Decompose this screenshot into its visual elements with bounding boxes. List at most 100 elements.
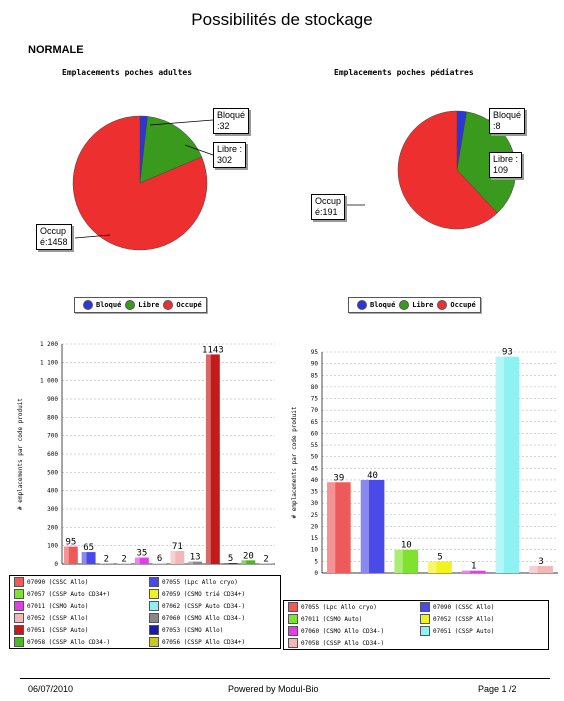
- legend-row: 07058 (CSSP Allo CD34-) 07056 (CSSP Allo …: [10, 636, 280, 648]
- legend-item: 07060 (CSMO Allo CD34-): [145, 613, 280, 623]
- legend-item: 07052 (CSSP Allo): [416, 614, 548, 624]
- bar-chart-adultes: 0 100 200 300 400 500 600 700 800 900 1 000 1 100 1 …: [17, 341, 275, 568]
- y-tick-label: 30: [311, 500, 319, 507]
- bar-highlight: [529, 566, 538, 573]
- legend-label: 07056 (CSSP Allo CD34+): [162, 638, 246, 646]
- legend-item: 07090 (CSSC Allo): [416, 602, 548, 612]
- y-tick-label: 90: [311, 361, 319, 368]
- y-tick-label: 1 000: [40, 378, 58, 385]
- bar-4: [461, 570, 486, 573]
- legend-swatch: [149, 613, 159, 623]
- legend-label: 07060 (CSMO Allo CD34-): [162, 614, 246, 622]
- bar-5: [495, 356, 520, 573]
- bar-value-label: 20: [243, 551, 254, 561]
- legend-item: 07059 (CSMO trié CD34+): [145, 589, 280, 599]
- legend-label: 07058 (CSSP Allo CD34-): [27, 638, 111, 646]
- pie-slice-2: [72, 115, 208, 251]
- bar-chart-pediatres: 05101520253035404550556065707580859095# …: [291, 348, 558, 575]
- legend-item: 07051 (CSSP Auto): [10, 625, 145, 635]
- legend-item: 07055 (Lpc Allo cryo): [145, 577, 280, 587]
- bar-highlight: [134, 557, 140, 564]
- bar-highlight: [63, 546, 69, 564]
- y-tick-label: 800: [47, 414, 58, 421]
- legend-item: 07053 (CSMO Allo): [145, 625, 280, 635]
- bar-value-label: 93: [502, 348, 513, 358]
- pie-pediatres-callout-occupe: Occup é:191: [311, 194, 346, 220]
- legend-row: 07058 (CSSP Allo CD34-): [284, 637, 548, 649]
- bar-value-label: 13: [190, 553, 201, 563]
- y-tick-label: 10: [311, 547, 319, 554]
- y-axis-label: # emplacements par code produit: [17, 398, 24, 510]
- bar-highlight: [495, 356, 504, 573]
- legend-swatch: [14, 637, 24, 647]
- legend-label: 07060 (CSMO Allo CD34-): [301, 627, 385, 635]
- pie-pediatres-callout-libre: Libre : 109: [489, 152, 523, 178]
- legend-label: Libre: [412, 301, 434, 309]
- pie-adultes-title: Emplacements poches adultes: [62, 68, 193, 77]
- bar-highlight: [327, 482, 336, 573]
- legend-item: 07011 (CSMO Auto): [284, 614, 416, 624]
- bar-highlight: [188, 561, 194, 564]
- bar-9: [223, 563, 238, 564]
- y-tick-label: 20: [311, 523, 319, 530]
- bar-value-label: 95: [65, 538, 76, 548]
- bar-0: [63, 546, 78, 564]
- y-tick-label: 700: [47, 433, 58, 440]
- bar-value-label: 65: [83, 543, 94, 553]
- legend-label: 07051 (CSSP Auto): [433, 627, 495, 635]
- pie-slice-2: [397, 110, 498, 230]
- y-tick-label: 40: [311, 477, 319, 484]
- legend-label: 07062 (CSSP Auto CD34-): [162, 602, 246, 610]
- pie-adultes-callout-occupe: Occup é:1458: [36, 224, 72, 250]
- y-tick-label: 25: [311, 512, 319, 519]
- legend-dot-occupe: [437, 300, 448, 310]
- legend-label: Bloqué: [96, 301, 122, 309]
- legend-label: 07090 (CSSC Allo): [433, 603, 495, 611]
- bar-6: [529, 566, 553, 573]
- legend-label: 07052 (CSSP Allo): [433, 615, 495, 623]
- legend-label: 07059 (CSMO trié CD34+): [162, 590, 246, 598]
- pie-adultes-chart: [72, 115, 208, 251]
- legend-swatch: [420, 602, 430, 612]
- pie-pediatres-title: Emplacements poches pédiatres: [334, 68, 474, 77]
- legend-label: 07011 (CSMO Auto): [27, 602, 89, 610]
- bar-highlight: [394, 549, 403, 573]
- y-tick-label: 200: [47, 524, 58, 531]
- legend-item: 07057 (CSSP Auto CD34+): [10, 589, 145, 599]
- legend-dot-libre: [399, 300, 410, 310]
- pie-pediatres-legend: Bloqué Libre Occupé: [348, 297, 481, 313]
- y-tick-label: 60: [311, 430, 319, 437]
- legend-swatch: [14, 625, 24, 635]
- bar-highlight: [241, 560, 247, 564]
- legend-label: 07055 (Lpc Allo cryo): [162, 578, 238, 586]
- pie-adultes-callout-libre: Libre : 302: [213, 142, 247, 168]
- y-tick-label: 95: [311, 349, 319, 356]
- legend-item: 07051 (CSSP Auto): [416, 626, 548, 636]
- bar-7: [188, 561, 203, 564]
- y-tick-label: 65: [311, 419, 319, 426]
- legend-swatch: [14, 589, 24, 599]
- y-tick-label: 35: [311, 489, 319, 496]
- y-tick-label: 15: [311, 535, 319, 542]
- y-tick-label: 400: [47, 488, 58, 495]
- legend-label: 07090 (CSSC Allo): [27, 578, 89, 586]
- bar-value-label: 10: [401, 541, 412, 551]
- bar-3: [428, 561, 452, 573]
- legend-row: 07057 (CSSP Auto CD34+) 07059 (CSMO trié …: [10, 588, 280, 600]
- legend-label: 07011 (CSMO Auto): [301, 615, 363, 623]
- footer-powered-by: Powered by Modul-Bio: [228, 684, 319, 694]
- legend-swatch: [14, 577, 24, 587]
- y-tick-label: 80: [311, 384, 319, 391]
- legend-item: 07090 (CSSC Allo): [10, 577, 145, 587]
- y-tick-label: 300: [47, 506, 58, 513]
- legend-label: 07052 (CSSP Allo): [27, 614, 89, 622]
- y-tick-label: 0: [54, 561, 58, 568]
- footer-page-number: Page 1 /2: [478, 684, 517, 694]
- y-tick-label: 5: [314, 558, 318, 565]
- bar-adultes-legend: 07090 (CSSC Allo) 07055 (Lpc Allo cryo) 07…: [9, 575, 281, 649]
- legend-item: 07056 (CSSP Allo CD34+): [145, 637, 280, 647]
- bar-value-label: 39: [333, 473, 344, 483]
- legend-row: 07055 (Lpc Allo cryo) 07090 (CSSC Allo): [284, 601, 548, 613]
- bar-highlight: [205, 354, 211, 564]
- bar-8: [205, 354, 220, 564]
